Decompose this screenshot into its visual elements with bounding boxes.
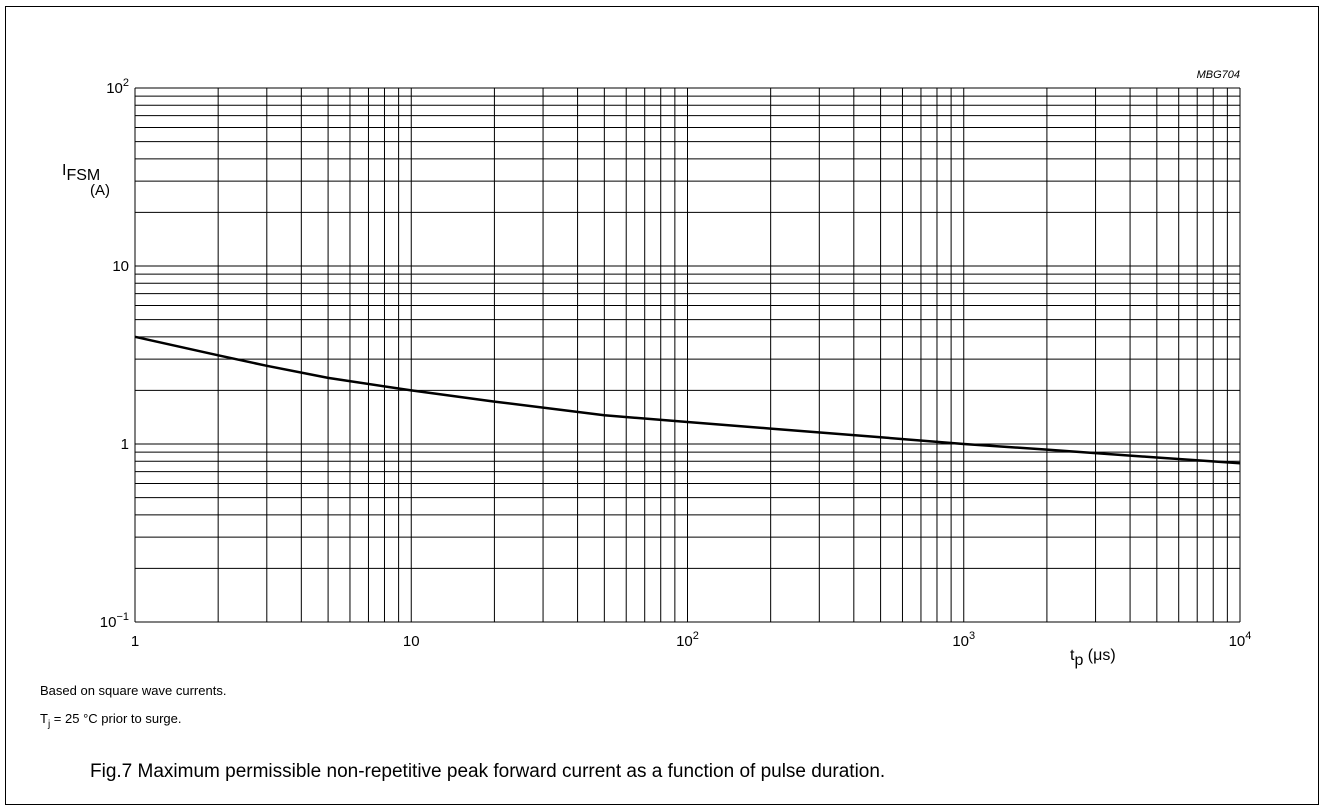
x-tick-label: 102: [676, 630, 699, 650]
y-axis-unit: (A): [90, 182, 110, 199]
x-tick-label: 103: [952, 630, 975, 650]
y-axis-label: IFSM: [62, 162, 100, 184]
note-square-wave: Based on square wave currents.: [40, 683, 227, 698]
y-tick-label: 1: [121, 436, 129, 453]
x-tick-label: 10: [403, 633, 420, 650]
chart-code: MBG704: [1197, 69, 1240, 81]
data-marks: [134, 335, 1241, 465]
y-tick-label: 10: [112, 258, 129, 275]
figure-frame: [5, 6, 1319, 805]
series-line-0: [134, 335, 1241, 465]
x-tick-label: 1: [131, 633, 139, 650]
grid: [134, 87, 1241, 623]
y-tick-label: 10−1: [100, 611, 129, 631]
note-junction-temp: Tj = 25 °C prior to surge.: [40, 711, 182, 730]
x-axis-label: tp (μs): [1070, 647, 1116, 669]
figure-caption: Fig.7 Maximum permissible non-repetitive…: [90, 761, 886, 782]
x-tick-label: 104: [1229, 630, 1252, 650]
y-tick-label: 102: [106, 77, 129, 97]
